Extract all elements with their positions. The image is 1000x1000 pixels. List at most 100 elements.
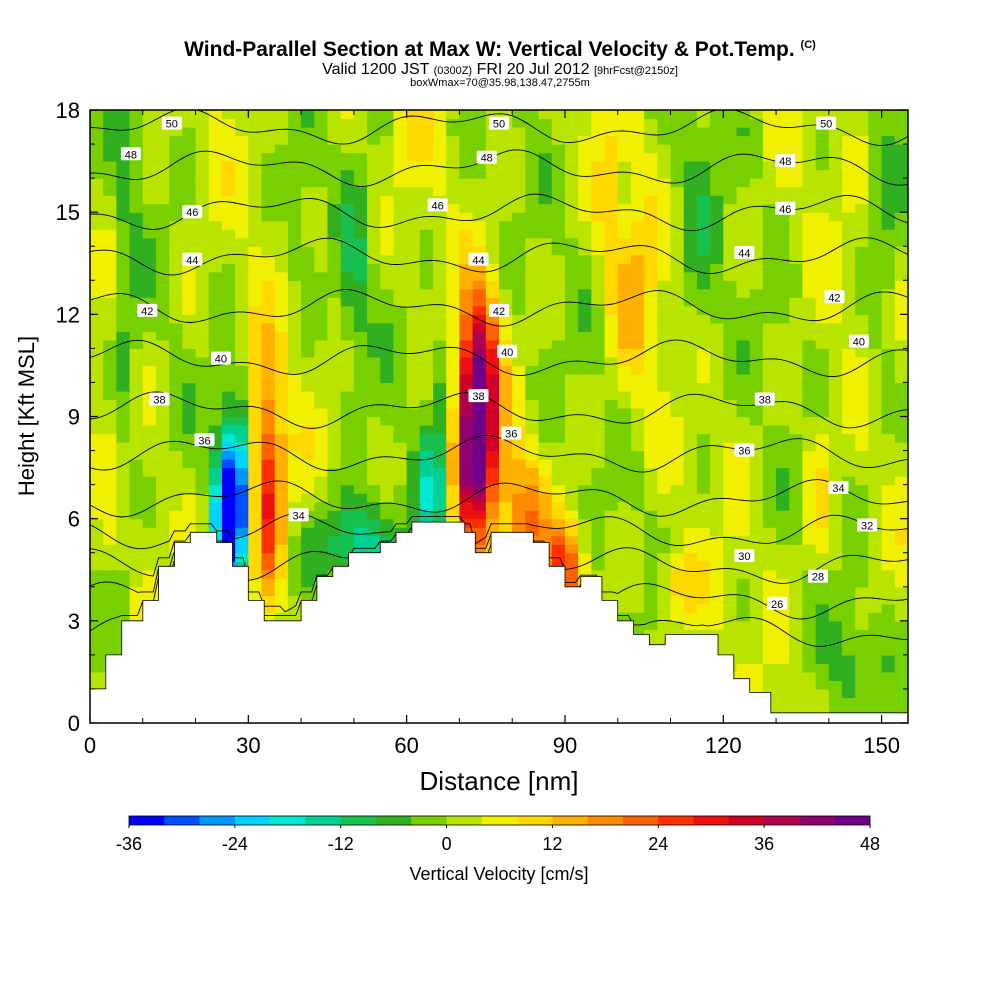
field-cell [881,237,896,247]
field-cell [274,339,289,349]
field-cell [129,322,144,332]
field-cell [353,305,368,315]
theta-contour-line [90,237,908,276]
field-cell [894,697,908,707]
field-cell [406,305,421,315]
field-cell [604,263,619,273]
field-cell [169,399,183,409]
field-cell [301,339,315,349]
field-cell [657,527,672,537]
field-cell [564,552,579,562]
field-cell [485,467,500,477]
field-cell [406,510,421,520]
field-cell [683,484,698,494]
field-cell [103,339,117,349]
field-cell [90,263,104,273]
field-cell [261,535,276,545]
field-cell [670,305,685,315]
field-cell [129,254,144,264]
field-cell [287,118,302,128]
field-cell [736,348,751,358]
field-cell [868,237,883,247]
field-cell [789,578,804,588]
field-cell [630,407,645,418]
field-cell [762,510,777,520]
field-cell [881,688,896,699]
colorbar-swatch [199,816,236,825]
field-cell [301,493,315,503]
field-cell [710,578,724,588]
field-cell [419,169,434,179]
field-cell [683,229,698,239]
colorbar-swatch [376,816,412,825]
y-tick-label: 9 [68,405,80,430]
field-cell [842,373,856,384]
field-cell [274,118,289,128]
field-cell [485,399,500,409]
field-cell [802,493,817,503]
field-cell [630,161,645,171]
field-cell [155,178,170,188]
field-cell [802,595,817,605]
field-cell [406,399,421,409]
field-cell [406,254,421,264]
field-cell [564,229,579,239]
field-cell [710,561,724,571]
field-cell [789,442,804,452]
field-cell [155,382,170,392]
field-cell [855,569,870,579]
field-cell [472,263,487,273]
field-cell [617,612,632,622]
field-cell [802,697,817,707]
field-cell [195,152,210,162]
field-cell [340,433,355,443]
field-cell [644,467,658,477]
field-cell [155,425,170,435]
field-cell [723,373,738,384]
field-cell [182,407,197,418]
field-cell [710,297,724,307]
field-cell [103,603,117,613]
field-cell [169,407,183,418]
field-cell [525,220,540,230]
field-cell [129,501,144,511]
field-cell [446,433,461,443]
field-cell [630,178,645,188]
contour-label-text: 34 [832,483,844,495]
theta-contour-line [90,149,908,187]
field-cell [828,331,843,341]
field-cell [327,254,342,264]
field-cell [617,442,632,452]
field-cell [749,118,764,128]
field-cell [274,322,289,332]
field-cell [353,118,368,128]
field-cell [116,305,131,315]
field-cell [789,305,804,315]
field-cell [221,373,236,384]
field-cell [169,161,183,171]
field-cell [235,152,249,162]
field-cell [314,220,329,230]
field-cell [287,203,302,213]
field-cell [261,297,276,307]
field-cell [208,161,223,171]
field-cell [802,578,817,588]
field-cell [670,595,685,605]
field-cell [485,178,500,188]
field-cell [446,144,461,154]
field-cell [129,229,144,239]
field-cell [828,110,843,120]
field-cell [855,595,870,605]
field-cell [762,425,777,435]
field-cell [235,212,249,222]
field-cell [710,263,724,273]
field-cell [419,339,434,349]
field-cell [670,118,685,128]
field-cell [723,493,738,503]
field-cell [578,314,592,324]
field-cell [710,288,724,298]
field-cell [525,459,540,469]
field-cell [327,288,342,298]
field-cell [881,373,896,384]
